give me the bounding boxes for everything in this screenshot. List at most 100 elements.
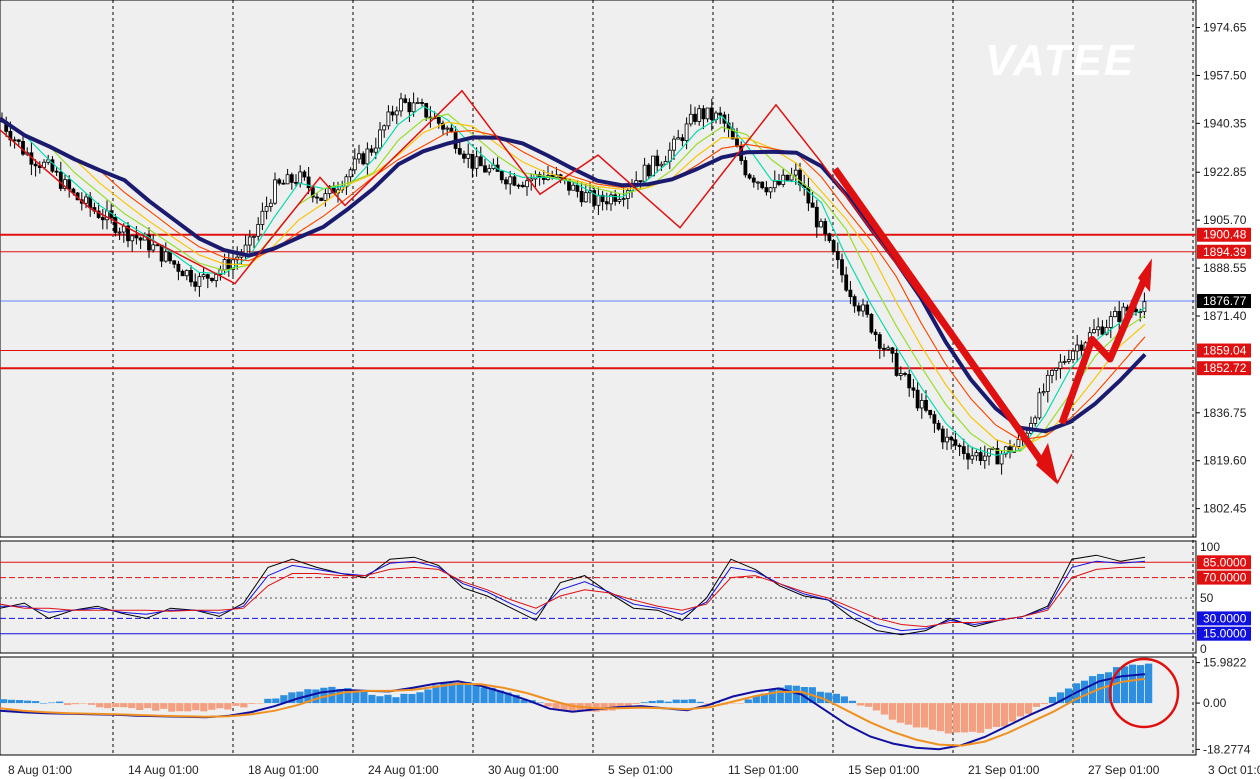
macd-bar	[968, 703, 977, 732]
candle	[319, 197, 324, 202]
candle-body	[579, 190, 584, 203]
candle	[751, 174, 756, 188]
macd-bar	[192, 703, 200, 711]
candle	[54, 167, 59, 177]
candle-body	[781, 174, 786, 185]
macd-bar	[80, 703, 88, 704]
candle	[210, 277, 214, 283]
candle-body	[735, 138, 739, 147]
candle	[882, 343, 886, 357]
candle	[369, 145, 374, 156]
candle-body	[961, 446, 966, 454]
candle-body	[394, 110, 399, 116]
stoch-level-label: 85.0000	[1203, 555, 1247, 569]
candle	[1062, 355, 1067, 365]
macd-bar	[8, 699, 16, 704]
macd-bar	[408, 693, 416, 704]
candle	[508, 170, 513, 195]
candle-body	[373, 147, 378, 153]
candle	[609, 191, 613, 211]
macd-bar	[496, 690, 504, 704]
down-arrow-head	[1036, 442, 1058, 485]
y-tick-label: 1871.40	[1203, 309, 1247, 323]
macd-bar	[944, 703, 953, 734]
y-tick-label: 1819.60	[1203, 454, 1247, 468]
candle-body	[130, 235, 135, 242]
candle-body	[172, 260, 177, 265]
candle-body	[214, 274, 219, 281]
candle-body	[252, 235, 256, 238]
candle-body	[982, 455, 987, 462]
candle-body	[928, 409, 933, 416]
macd-bar	[768, 688, 776, 704]
candle	[386, 105, 391, 130]
candle-body	[814, 206, 819, 228]
candle	[264, 196, 269, 220]
candle	[894, 348, 899, 377]
candle	[840, 253, 844, 283]
candle-body	[1071, 350, 1075, 360]
macd-bar	[256, 703, 264, 704]
macd-bar	[208, 703, 216, 710]
candle-body	[1113, 311, 1117, 318]
candle-body	[222, 259, 227, 271]
candle	[571, 181, 576, 191]
candle	[415, 97, 420, 104]
x-tick-label: 27 Sep 01:00	[1088, 763, 1160, 777]
candle	[520, 181, 525, 188]
macd-bar	[344, 688, 352, 704]
candle-body	[1041, 391, 1046, 394]
macd-bar	[960, 703, 969, 733]
watermark-logo: VATEE	[985, 36, 1135, 85]
candle-body	[831, 240, 836, 252]
candle-body	[306, 176, 311, 189]
macd-bar	[704, 703, 712, 704]
macd-bar	[840, 696, 848, 704]
macd-line	[0, 677, 1146, 747]
macd-bar	[432, 685, 440, 704]
x-tick-label: 30 Aug 01:00	[488, 763, 559, 777]
ma-ribbon-line	[0, 113, 1146, 452]
macd-bar	[40, 703, 48, 704]
macd-bar	[288, 692, 296, 704]
candle	[848, 281, 853, 305]
candle-body	[508, 176, 513, 185]
candle	[33, 159, 38, 177]
candle-body	[499, 171, 504, 181]
candle	[659, 161, 664, 172]
macd-bar	[48, 702, 56, 704]
candle	[483, 158, 487, 173]
y-tick-label: 1922.85	[1203, 165, 1247, 179]
candle	[247, 229, 252, 255]
candle	[403, 94, 408, 104]
candle-body	[1016, 439, 1021, 448]
stoch-line	[0, 566, 1145, 628]
candle-body	[600, 194, 605, 203]
candle-body	[105, 210, 109, 221]
candle-body	[1045, 374, 1050, 392]
candle	[138, 236, 143, 249]
macd-bar	[544, 703, 552, 707]
candle-body	[407, 102, 412, 113]
candle-body	[310, 187, 315, 198]
candle-body	[949, 436, 954, 441]
candle-body	[63, 179, 67, 189]
macd-bar	[512, 694, 520, 704]
macd-bar	[760, 693, 768, 704]
macd-bar	[120, 703, 128, 708]
macd-bar	[800, 687, 808, 704]
candle	[827, 232, 832, 243]
candle-body	[516, 184, 521, 187]
candle	[1054, 367, 1059, 381]
candle	[147, 227, 151, 258]
candle	[1050, 369, 1054, 384]
macd-bar	[480, 687, 488, 704]
candle-body	[1075, 344, 1080, 352]
candle	[819, 218, 823, 228]
candle	[814, 200, 819, 238]
candle	[936, 419, 941, 431]
macd-bar	[472, 684, 480, 704]
candle-body	[260, 210, 265, 225]
macd-bar	[224, 703, 232, 710]
